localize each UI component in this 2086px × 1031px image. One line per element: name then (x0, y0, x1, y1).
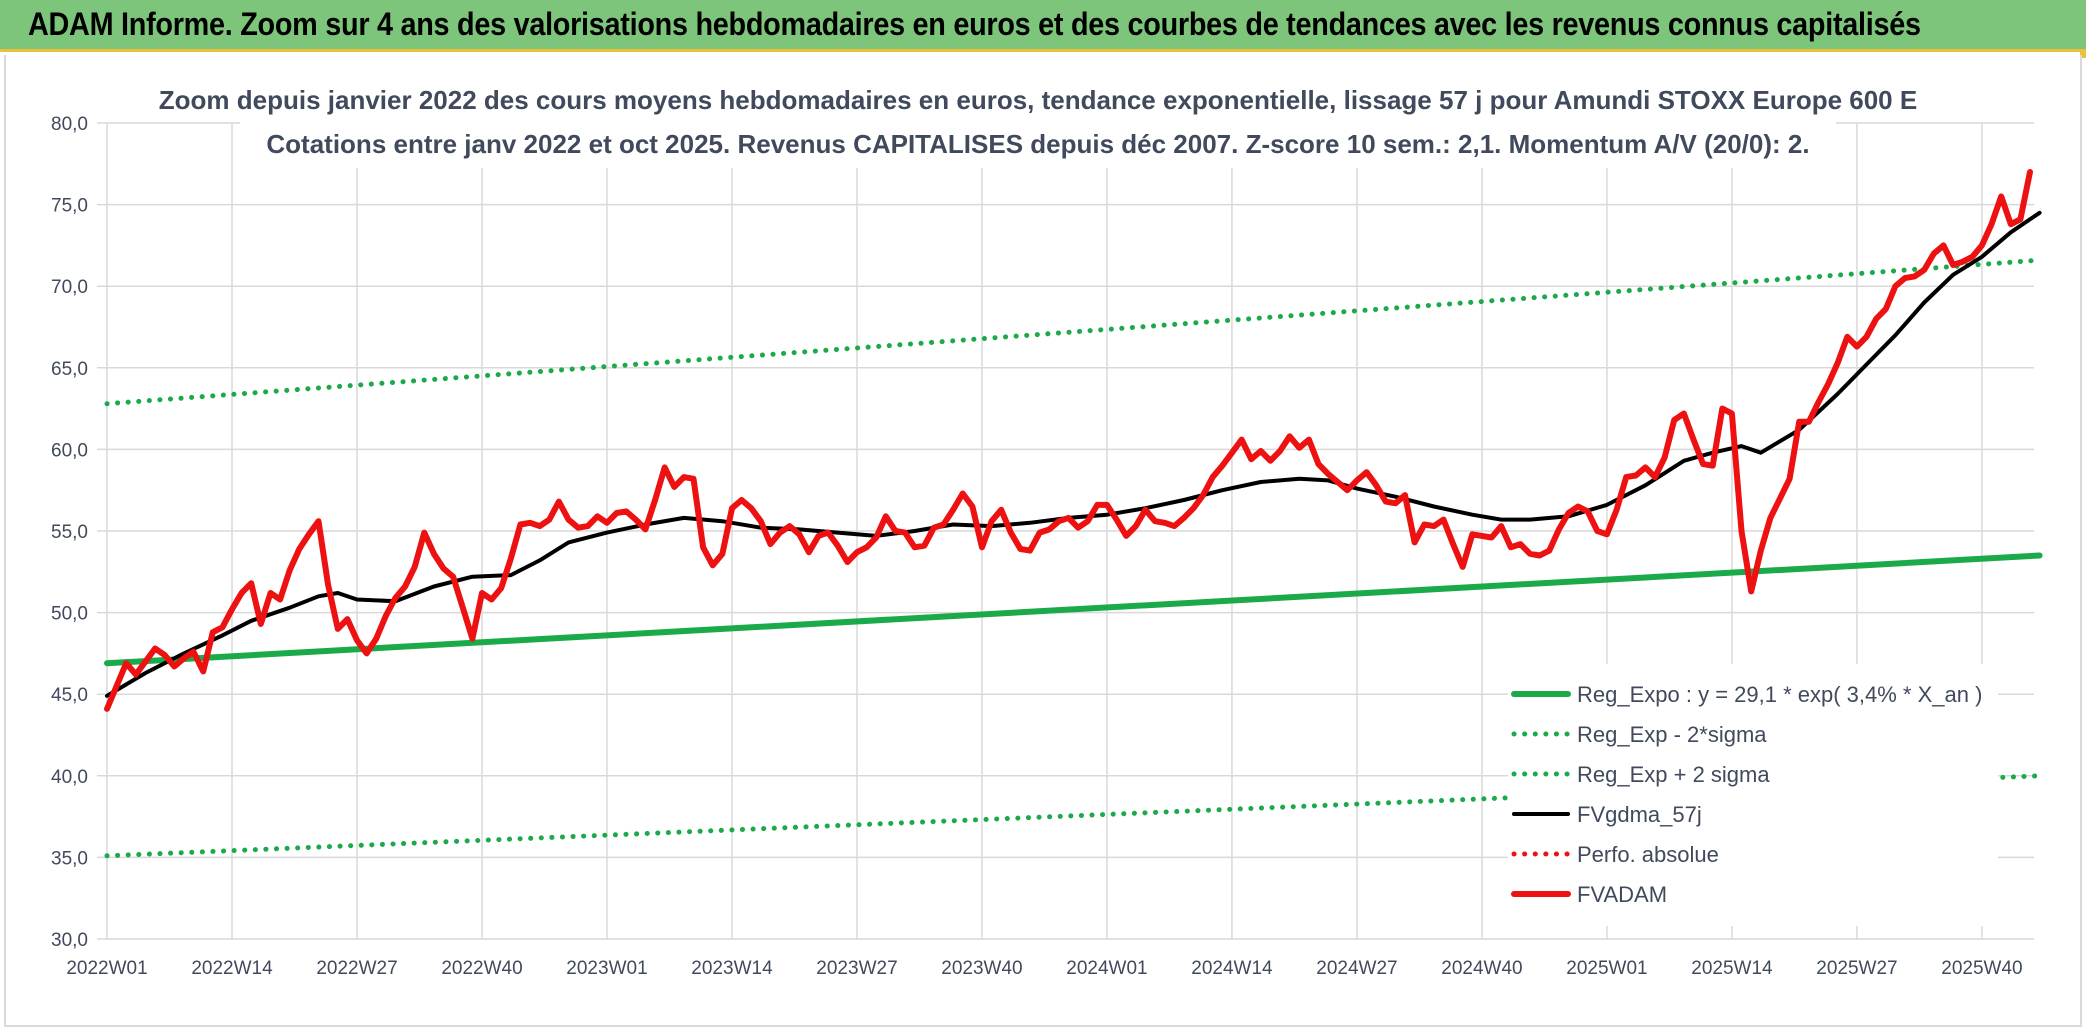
legend-label: FVgdma_57j (1577, 802, 1702, 827)
series-line (104, 257, 2043, 407)
chart-grid (97, 122, 2034, 940)
x-tick-label: 2025W27 (1816, 958, 1897, 979)
header-bar: ADAM Informe. Zoom sur 4 ans des valoris… (0, 0, 2086, 52)
x-tick-label: 2024W14 (1191, 958, 1273, 979)
legend-background (1508, 664, 1998, 926)
legend-label: Reg_Exp - 2*sigma (1577, 722, 1767, 747)
y-tick-label: 40,0 (51, 767, 88, 788)
x-tick-label: 2022W40 (441, 958, 522, 979)
legend-label: Reg_Expo : y = 29,1 * exp( 3,4% * X_an ) (1577, 682, 1982, 707)
x-tick-label: 2023W40 (941, 958, 1022, 979)
y-tick-label: 65,0 (51, 359, 88, 380)
y-tick-label: 70,0 (51, 277, 88, 298)
x-tick-label: 2023W27 (816, 958, 897, 979)
legend-label: Reg_Exp + 2 sigma (1577, 762, 1770, 787)
chart-subtitle: Cotations entre janv 2022 et oct 2025. R… (266, 129, 1809, 159)
x-tick-label: 2025W14 (1691, 958, 1773, 979)
y-axis-labels: 30,0 35,0 40,0 45,0 50,0 55,0 60,0 65,0 70,0 75,0… (51, 114, 88, 951)
series-line (105, 210, 2042, 698)
x-tick-label: 2024W27 (1316, 958, 1397, 979)
series-line (104, 169, 2033, 712)
chart-title-background (240, 80, 1836, 168)
header-corner-accent (2080, 52, 2086, 58)
legend-label: FVADAM (1577, 882, 1667, 907)
x-tick-label: 2022W27 (316, 958, 397, 979)
y-tick-label: 75,0 (51, 196, 88, 217)
x-tick-label: 2022W01 (66, 958, 147, 979)
y-tick-label: 35,0 (51, 848, 88, 869)
x-tick-label: 2023W01 (566, 958, 647, 979)
y-tick-label: 60,0 (51, 440, 88, 461)
x-tick-label: 2024W01 (1066, 958, 1147, 979)
y-tick-label: 30,0 (51, 930, 88, 951)
y-tick-label: 55,0 (51, 522, 88, 543)
y-tick-label: 80,0 (51, 114, 88, 135)
x-tick-label: 2025W01 (1566, 958, 1647, 979)
chart-series (104, 169, 2043, 859)
x-tick-label: 2024W40 (1441, 958, 1522, 979)
x-tick-label: 2023W14 (691, 958, 773, 979)
chart-legend: Reg_Expo : y = 29,1 * exp( 3,4% * X_an )… (1511, 682, 1982, 907)
legend-label: Perfo. absolue (1577, 842, 1719, 867)
header-title: ADAM Informe. Zoom sur 4 ans des valoris… (28, 6, 1921, 42)
x-tick-label: 2022W14 (191, 958, 273, 979)
x-axis-labels: 2022W01 2022W14 2022W27 2022W40 2023W01 2023W… (66, 958, 2022, 979)
chart-title: Zoom depuis janvier 2022 des cours moyen… (159, 85, 1917, 115)
x-tick-label: 2025W40 (1941, 958, 2022, 979)
chart-frame (4, 55, 2082, 1027)
y-tick-label: 45,0 (51, 685, 88, 706)
y-tick-label: 50,0 (51, 604, 88, 625)
series-line (104, 552, 2043, 667)
